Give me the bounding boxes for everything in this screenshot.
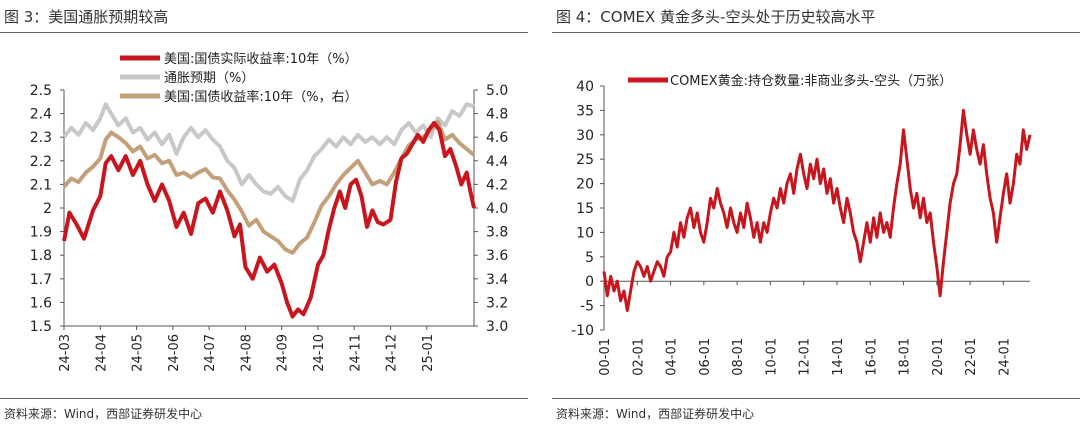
x-tick-label-02-01: 02-01 — [631, 338, 646, 376]
left-y-tick-label-2.3: 2.3 — [30, 130, 52, 146]
x-tick-label-06-01: 06-01 — [698, 338, 713, 376]
legend-label-0: COMEX黄金:持仓数量:非商业多头-空头（万张） — [670, 73, 952, 89]
x-tick-label-12-01: 12-01 — [798, 338, 813, 376]
figure-4-title: 图 4：COMEX 黄金多头-空头处于历史较高水平 — [556, 8, 876, 26]
figure-4-panel: 图 4：COMEX 黄金多头-空头处于历史较高水平 40 35 30 25 20 15 10… — [552, 0, 1080, 433]
us-inflation-chart: 2.5 2.4 2.3 2.2 2.1 2 1.9 1.8 1.7 1.6 1.5 5.0 4.8 4.6… — [30, 51, 509, 372]
series-line-0 — [62, 121, 476, 319]
left-y-tick-label-1.6: 1.6 — [30, 295, 52, 311]
y-tick-label-30: 30 — [576, 128, 594, 144]
x-tick-label-10-01: 10-01 — [764, 338, 779, 376]
left-y-tick-label-1.7: 1.7 — [30, 272, 52, 288]
right-y-tick-label-4.4: 4.4 — [486, 154, 508, 170]
x-tick-label-20-01: 20-01 — [931, 338, 946, 376]
right-y-tick-label-4.0: 4.0 — [486, 201, 508, 217]
series-line-1 — [62, 102, 475, 203]
right-y-tick-label-5.0: 5.0 — [486, 83, 508, 99]
figure-3-source: 资料来源：Wind，西部证券研发中心 — [4, 407, 203, 421]
y-tick-label-10: 10 — [576, 225, 594, 241]
y-tick-label--10: -10 — [571, 323, 594, 339]
x-tick-label-16-01: 16-01 — [864, 338, 879, 376]
y-tick-label-15: 15 — [576, 201, 594, 217]
series-line-2 — [62, 119, 476, 255]
x-tick-label-24-11: 24-11 — [348, 334, 363, 372]
left-y-tick-label-2.4: 2.4 — [30, 107, 52, 123]
source-divider — [0, 398, 528, 399]
left-y-tick-label-1.9: 1.9 — [30, 225, 52, 241]
x-tick-label-24-08: 24-08 — [239, 334, 254, 372]
right-y-tick-label-3.8: 3.8 — [486, 225, 508, 241]
x-tick-label-08-01: 08-01 — [731, 338, 746, 376]
right-y-tick-label-3.0: 3.0 — [486, 319, 508, 335]
right-y-tick-label-3.6: 3.6 — [486, 248, 508, 264]
y-tick-label-40: 40 — [576, 79, 594, 95]
x-tick-label-24-06: 24-06 — [167, 334, 182, 372]
x-tick-label-24-07: 24-07 — [203, 334, 218, 372]
y-tick-label-20: 20 — [576, 177, 594, 193]
right-y-tick-label-3.2: 3.2 — [486, 295, 508, 311]
x-tick-label-24-01: 24-01 — [997, 338, 1012, 376]
x-tick-label-24-05: 24-05 — [131, 334, 146, 372]
y-tick-label--5: -5 — [580, 299, 594, 315]
right-y-tick-label-4.2: 4.2 — [486, 177, 508, 193]
x-tick-label-24-03: 24-03 — [58, 334, 73, 372]
x-tick-label-25-01: 25-01 — [421, 334, 436, 372]
legend-label-0: 美国:国债实际收益率:10年（%） — [164, 51, 358, 67]
x-tick-label-04-01: 04-01 — [665, 338, 680, 376]
left-y-tick-label-1.5: 1.5 — [30, 319, 52, 335]
source-divider — [552, 398, 1080, 399]
figure-3-panel: 图 3：美国通胀预期较高 2.5 2.4 2.3 2.2 2.1 2 1.9 1.8 1.7 1.… — [0, 0, 528, 433]
right-y-tick-label-4.6: 4.6 — [486, 130, 508, 146]
x-tick-label-14-01: 14-01 — [831, 338, 846, 376]
figure-4-source: 资料来源：Wind，西部证券研发中心 — [556, 407, 755, 421]
y-tick-label-25: 25 — [576, 152, 594, 168]
right-y-tick-label-4.8: 4.8 — [486, 107, 508, 123]
left-y-tick-label-2.1: 2.1 — [30, 177, 52, 193]
left-y-tick-label-2: 2 — [43, 201, 52, 217]
x-tick-label-18-01: 18-01 — [898, 338, 913, 376]
x-tick-label-24-09: 24-09 — [276, 334, 291, 372]
comex-gold-chart: 40 35 30 25 20 15 10 5 0 -5 -10 00-01 02-01 04-01 06-0… — [571, 73, 1032, 376]
legend-label-2: 美国:国债收益率:10年（%，右） — [164, 89, 358, 105]
x-tick-label-22-01: 22-01 — [964, 338, 979, 376]
right-y-tick-label-3.4: 3.4 — [486, 272, 508, 288]
series-line-0 — [602, 108, 1032, 312]
figure-3-title: 图 3：美国通胀预期较高 — [4, 8, 169, 26]
x-tick-label-24-12: 24-12 — [385, 334, 400, 372]
x-tick-label-24-04: 24-04 — [94, 334, 109, 372]
legend-label-1: 通胀预期（%） — [164, 71, 254, 86]
left-y-tick-label-1.8: 1.8 — [30, 248, 52, 264]
left-y-tick-label-2.5: 2.5 — [30, 83, 52, 99]
x-tick-label-24-10: 24-10 — [312, 334, 327, 372]
y-tick-label-5: 5 — [585, 250, 594, 266]
left-y-tick-label-2.2: 2.2 — [30, 154, 52, 170]
y-tick-label-0: 0 — [585, 274, 594, 290]
title-divider — [0, 32, 528, 33]
x-tick-label-00-01: 00-01 — [598, 338, 613, 376]
y-tick-label-35: 35 — [576, 103, 594, 119]
title-divider — [552, 32, 1080, 33]
